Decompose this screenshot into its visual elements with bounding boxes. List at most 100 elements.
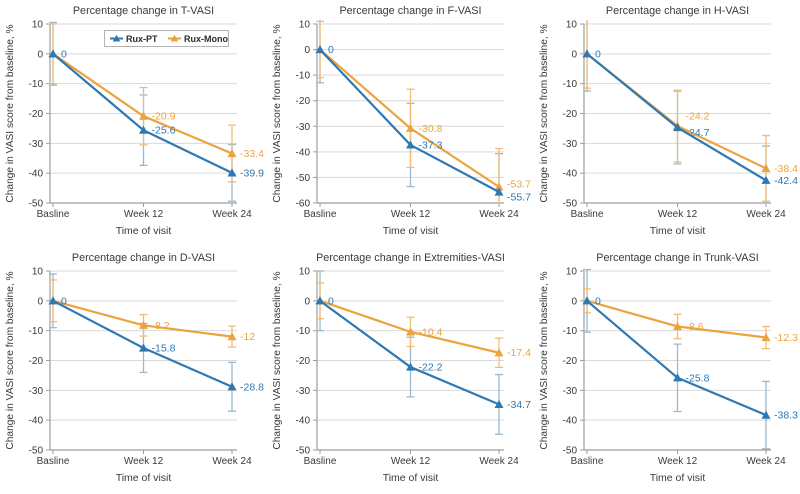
y-axis-label: Change in VASI score from baseline, % xyxy=(5,24,16,202)
chart-f-vasi: 10 0 -10 -20 -30 -40 -50 -60 Basline Week 12 Week … xyxy=(267,0,534,247)
y-axis-label: Change in VASI score from baseline, % xyxy=(539,271,550,449)
y-tick-label: -20 xyxy=(563,356,578,367)
data-point-marker-icon xyxy=(406,327,415,336)
x-tick-label: Basline xyxy=(304,209,337,220)
y-tick-label: 10 xyxy=(299,20,311,31)
y-tick-label: 10 xyxy=(32,267,44,278)
axes: Basline Week 12 Week 24 xyxy=(304,24,519,220)
data-labels: 0 -37.3 -55.7 -30.8 -53.7 xyxy=(328,44,531,203)
y-tick-label: -40 xyxy=(296,416,311,427)
data-point-marker-icon xyxy=(761,333,771,342)
data-label: -33.4 xyxy=(240,148,264,160)
data-label: 0 xyxy=(61,295,67,307)
series-rux-mono xyxy=(48,296,237,341)
data-label: -15.8 xyxy=(152,342,176,354)
y-tick-label: -30 xyxy=(29,139,44,150)
chart-h-vasi: 10 0 -10 -20 -30 -40 -50 Basline Week 12 Week 24 P… xyxy=(534,0,800,247)
y-tick-label: -50 xyxy=(29,446,44,457)
data-point-marker-icon xyxy=(673,123,682,132)
data-point-marker-icon xyxy=(582,296,592,305)
series-line xyxy=(319,48,500,193)
y-tick-label: -20 xyxy=(296,96,311,107)
data-point-marker-icon xyxy=(227,168,237,177)
data-point-marker-icon xyxy=(227,332,237,341)
series-line xyxy=(52,299,233,388)
gridlines: 10 0 -10 -20 -30 -40 -50 xyxy=(563,267,771,457)
x-tick-label: Basline xyxy=(304,456,337,467)
legend-triangle-icon xyxy=(170,34,179,42)
data-point-marker-icon xyxy=(761,175,771,184)
y-tick-label: -10 xyxy=(29,326,44,337)
data-label: -55.7 xyxy=(507,192,531,204)
data-label: -24.7 xyxy=(686,127,710,139)
y-tick-label: -30 xyxy=(563,139,578,150)
axes: Basline Week 12 Week 24 xyxy=(304,271,519,467)
series-line xyxy=(319,48,500,188)
y-tick-label: -50 xyxy=(563,446,578,457)
data-point-marker-icon xyxy=(673,373,682,382)
x-tick-label: Week 12 xyxy=(391,209,431,220)
data-point-marker-icon xyxy=(139,125,148,134)
x-axis-label: Time of visit xyxy=(650,472,706,484)
data-label: -28.8 xyxy=(240,381,264,393)
x-tick-label: Basline xyxy=(571,209,604,220)
y-tick-label: 0 xyxy=(571,296,577,307)
y-tick-label: 0 xyxy=(304,45,310,56)
data-labels: 0 -24.7 -42.4 -24.2 -38.4 xyxy=(595,48,798,186)
y-tick-label: -50 xyxy=(563,199,578,210)
x-axis-label: Time of visit xyxy=(116,472,172,484)
data-point-marker-icon xyxy=(761,163,771,172)
data-label: -34.7 xyxy=(507,399,531,411)
y-tick-label: -20 xyxy=(563,109,578,120)
y-tick-label: -20 xyxy=(29,356,44,367)
error-bars xyxy=(583,20,770,204)
y-tick-label: -50 xyxy=(296,446,311,457)
y-axis-label: Change in VASI score from baseline, % xyxy=(272,271,283,449)
legend-triangle-icon xyxy=(112,34,121,42)
y-tick-label: -40 xyxy=(563,416,578,427)
series-line xyxy=(52,299,233,338)
series-line xyxy=(319,299,500,406)
data-labels: 0 -25.8 -38.3 -8.6 -12.3 xyxy=(595,295,798,421)
data-label: -38.4 xyxy=(774,163,798,175)
series-rux-pt xyxy=(48,49,237,177)
data-label: -25.8 xyxy=(686,372,710,384)
x-tick-label: Basline xyxy=(571,456,604,467)
legend-label: Rux-Mono xyxy=(184,34,228,44)
data-labels: 0 -25.6 -39.9 -20.9 -33.4 xyxy=(61,48,264,179)
series-rux-pt xyxy=(315,45,504,196)
data-label: -12 xyxy=(240,331,255,343)
chart-title: Percentage change in F-VASI xyxy=(339,5,481,17)
y-tick-label: -10 xyxy=(29,79,44,90)
y-tick-label: 10 xyxy=(299,267,311,278)
gridlines: 10 0 -10 -20 -30 -40 -50 xyxy=(563,20,771,210)
axes: Basline Week 12 Week 24 xyxy=(571,24,786,220)
x-tick-label: Basline xyxy=(37,456,70,467)
data-label: 0 xyxy=(61,48,67,60)
x-axis-label: Time of visit xyxy=(383,225,439,237)
series-line xyxy=(586,299,767,417)
y-tick-label: 0 xyxy=(304,296,310,307)
y-axis-label: Change in VASI score from baseline, % xyxy=(5,271,16,449)
x-tick-label: Week 24 xyxy=(746,209,786,220)
y-tick-label: -40 xyxy=(563,169,578,180)
series-line xyxy=(586,299,767,339)
data-point-marker-icon xyxy=(406,362,415,371)
y-tick-label: 10 xyxy=(32,20,44,31)
legend-label: Rux-PT xyxy=(126,34,158,44)
y-axis-label: Change in VASI score from baseline, % xyxy=(539,24,550,202)
y-tick-label: -60 xyxy=(296,199,311,210)
series-rux-mono xyxy=(582,49,771,172)
x-tick-label: Week 12 xyxy=(658,456,698,467)
y-tick-label: -30 xyxy=(29,386,44,397)
data-point-marker-icon xyxy=(582,49,592,58)
data-label: -8.2 xyxy=(152,320,170,332)
data-label: -24.2 xyxy=(686,111,710,123)
data-labels: 0 -22.2 -34.7 -10.4 -17.4 xyxy=(328,295,531,411)
y-tick-label: 10 xyxy=(566,20,578,31)
data-label: 0 xyxy=(595,295,601,307)
error-bars xyxy=(316,270,503,435)
error-bars xyxy=(316,20,503,204)
